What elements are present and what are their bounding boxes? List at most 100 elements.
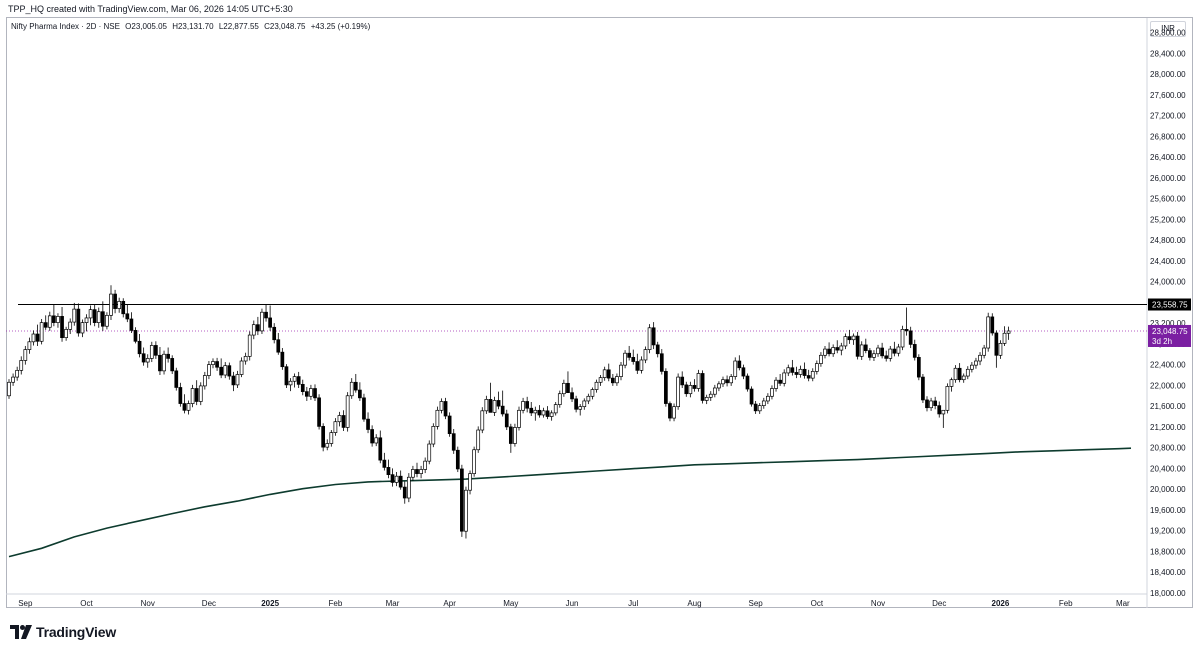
candle-up[interactable] (186, 403, 191, 411)
candle-down[interactable] (508, 426, 513, 444)
candle-up[interactable] (929, 400, 933, 409)
candle-up[interactable] (643, 349, 648, 361)
candle-up[interactable] (223, 365, 228, 376)
candle-up[interactable] (782, 372, 787, 384)
candle-down[interactable] (651, 327, 656, 346)
candle-down[interactable] (390, 474, 395, 483)
candle-down[interactable] (753, 403, 758, 412)
candle-down[interactable] (272, 326, 277, 341)
candle-up[interactable] (998, 343, 1003, 356)
candle-up[interactable] (557, 393, 562, 405)
candle-down[interactable] (916, 357, 921, 378)
candle-down[interactable] (125, 313, 130, 320)
candle-up[interactable] (814, 363, 819, 372)
candle-up[interactable] (839, 345, 844, 351)
candle-up[interactable] (978, 354, 982, 362)
candle-down[interactable] (321, 426, 326, 448)
candle-down[interactable] (174, 370, 179, 388)
candle-up[interactable] (965, 368, 970, 377)
candle-down[interactable] (268, 317, 272, 328)
candle-down[interactable] (884, 355, 889, 359)
candle-up[interactable] (198, 385, 203, 402)
candle-up[interactable] (260, 311, 264, 332)
candle-down[interactable] (353, 381, 358, 391)
candle-up[interactable] (406, 476, 411, 499)
candle-up[interactable] (423, 460, 428, 470)
candle-up[interactable] (598, 377, 603, 383)
candle-up[interactable] (145, 358, 150, 363)
candle-up[interactable] (247, 334, 252, 357)
candle-up[interactable] (553, 404, 558, 414)
candle-up[interactable] (533, 409, 538, 414)
candle-up[interactable] (292, 376, 297, 382)
candle-up[interactable] (427, 443, 432, 462)
candle-down[interactable] (537, 409, 542, 416)
candle-up[interactable] (704, 396, 709, 401)
candle-up[interactable] (1002, 332, 1007, 344)
candle-up[interactable] (639, 359, 644, 371)
candle-up[interactable] (619, 364, 623, 377)
candle-down[interactable] (659, 353, 664, 372)
candle-down[interactable] (937, 405, 942, 415)
candle-up[interactable] (786, 367, 791, 374)
candle-up[interactable] (623, 352, 627, 366)
candle-up[interactable] (64, 329, 68, 339)
candle-up[interactable] (235, 374, 240, 386)
candle-up[interactable] (521, 401, 525, 411)
candle-up[interactable] (729, 376, 734, 384)
candle-up[interactable] (105, 314, 109, 327)
candle-down[interactable] (317, 397, 321, 427)
candle-up[interactable] (190, 388, 195, 404)
candle-up[interactable] (11, 376, 15, 383)
tradingview-brand[interactable]: TradingView (10, 624, 116, 640)
candle-down[interactable] (529, 407, 534, 414)
candle-down[interactable] (655, 344, 660, 355)
candle-up[interactable] (872, 353, 876, 358)
candle-up[interactable] (717, 383, 721, 389)
candle-down[interactable] (500, 405, 505, 415)
candle-up[interactable] (876, 347, 880, 355)
candle-up[interactable] (492, 400, 497, 413)
candle-down[interactable] (43, 322, 48, 328)
candle-up[interactable] (953, 367, 958, 381)
candle-down[interactable] (451, 433, 456, 451)
candle-up[interactable] (851, 335, 856, 341)
candle-down[interactable] (121, 300, 126, 315)
candle-up[interactable] (239, 360, 244, 375)
candle-up[interactable] (578, 406, 583, 410)
candle-down[interactable] (847, 336, 852, 341)
candle-up[interactable] (251, 324, 256, 336)
candle-up[interactable] (798, 368, 803, 375)
candle-down[interactable] (276, 339, 281, 353)
candle-down[interactable] (378, 437, 383, 461)
candle-up[interactable] (766, 395, 770, 402)
candle-up[interactable] (696, 373, 701, 389)
candle-down[interactable] (264, 311, 268, 319)
candle-down[interactable] (741, 367, 746, 377)
candle-up[interactable] (896, 346, 901, 354)
candle-up[interactable] (945, 386, 950, 411)
candle-down[interactable] (92, 309, 97, 323)
candle-up[interactable] (7, 381, 11, 397)
candle-down[interactable] (496, 400, 501, 407)
candle-down[interactable] (113, 293, 117, 309)
candle-down[interactable] (684, 384, 689, 395)
candle-down[interactable] (304, 391, 309, 397)
candle-down[interactable] (382, 459, 387, 468)
candle-down[interactable] (664, 371, 668, 404)
candle-up[interactable] (974, 360, 978, 366)
currency-badge[interactable]: INR (1150, 21, 1186, 37)
candle-down[interactable] (827, 348, 831, 355)
candle-down[interactable] (610, 377, 615, 384)
candle-up[interactable] (517, 409, 521, 428)
candle-up[interactable] (19, 360, 24, 371)
candle-down[interactable] (880, 347, 884, 357)
candle-up[interactable] (602, 369, 607, 378)
candle-up[interactable] (590, 389, 595, 397)
candle-down[interactable] (227, 365, 232, 377)
candle-down[interactable] (402, 486, 407, 499)
candle-down[interactable] (154, 345, 158, 356)
candle-down[interactable] (957, 367, 962, 381)
candle-down[interactable] (725, 379, 729, 384)
